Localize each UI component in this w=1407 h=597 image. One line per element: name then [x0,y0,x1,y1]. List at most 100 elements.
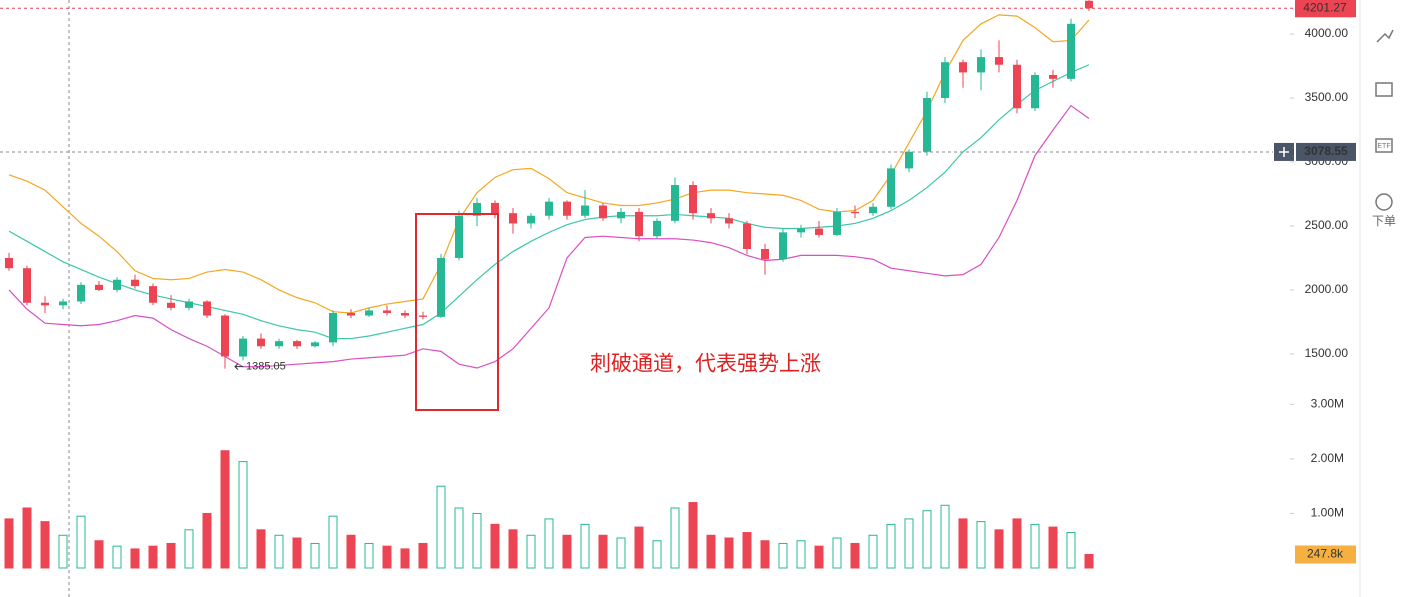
volume-bar [922,510,932,569]
candle-body [365,310,373,316]
candle-body [1013,64,1021,109]
volume-bar [850,542,860,569]
candle-body [851,211,859,214]
volume-bar [958,518,968,569]
candle-body [617,211,625,219]
volume-bar [1084,553,1094,569]
volume-bar [346,534,356,569]
candle-body [635,211,643,237]
volume-bar [976,521,986,569]
volume-bar [94,540,104,569]
volume-bar [598,534,608,569]
candle-body [419,315,427,317]
volume-bar [256,529,266,569]
candle-body [779,232,787,260]
volume-bar [130,548,140,569]
volume-label: 247.8k [1307,547,1344,561]
candle-body [473,202,481,216]
volume-bar [994,529,1004,569]
volume-bar [616,537,626,569]
candle-body [221,315,229,357]
volume-bar [328,515,338,569]
y-tick-label: 1500.00 [1305,346,1349,360]
volume-bar [886,523,896,569]
volume-bar [490,523,500,569]
volume-bar [670,507,680,569]
candle-body [293,341,301,347]
icon-data[interactable] [1375,82,1393,97]
candle-body [509,213,517,224]
candle-body [5,257,13,269]
volume-bar [1048,526,1058,569]
candle-body [131,279,139,287]
crosshair-price-box [1296,142,1356,161]
volume-bar [382,545,392,569]
candle-body [239,338,247,357]
volume-bar [310,542,320,569]
candle-body [437,257,445,317]
candle-body [455,215,463,258]
candle-body [275,341,283,347]
last-price-box [1295,0,1356,18]
candle-body [203,301,211,316]
volume-bar [238,461,248,569]
volume-bar [40,521,50,569]
crosshair-plus [1279,146,1289,157]
highlight-box [415,213,499,411]
volume-bar [58,534,68,569]
candle-body [869,206,877,214]
candle-body [185,301,193,308]
icon-order[interactable] [1375,193,1393,211]
icon-etf[interactable] [1375,138,1393,153]
candle-body [815,228,823,235]
volume-bar [1012,518,1022,569]
candle-body [743,223,751,250]
volume-bar [22,507,32,569]
volume-bar [544,518,554,569]
volume-bar [832,537,842,569]
vol-tick-label: 1.00M [1311,506,1344,520]
volume-bar [580,523,590,569]
volume-bar [940,504,950,569]
candle-body [905,151,913,169]
low-arrow [234,363,243,370]
plot: 1500.002000.002500.003000.003500.004000.… [0,0,1356,569]
candle-body [347,312,355,316]
low-label: 1385.05 [246,361,286,373]
band-line [8,104,1090,369]
volume-bar [526,534,536,569]
candle-body [797,228,805,233]
y-tick-label: 2000.00 [1305,282,1349,296]
volume-bar [652,540,662,569]
candle-body [581,205,589,216]
candle-body [149,286,157,303]
candle-body [77,284,85,302]
candle-body [1031,74,1039,109]
volume-bar [1066,532,1076,569]
volume-bar [364,542,374,569]
candle-body [689,185,697,214]
volume-bar [400,548,410,569]
crosshair-price-label: 3078.55 [1304,144,1348,158]
y-tick-label: 4000.00 [1305,26,1349,40]
candle-body [923,98,931,152]
candle-body [167,302,175,308]
candle-body [941,62,949,99]
volume-bar [220,450,230,569]
volume-bar [4,518,14,569]
candle-body [491,202,499,214]
candle-body [563,201,571,216]
candle-body [1067,23,1075,79]
candle-body [1049,74,1057,79]
candle-body [725,218,733,224]
candle-body [329,312,337,343]
volume-bar [724,537,734,569]
order-label[interactable]: 下单 [1372,214,1396,228]
volume-bar [418,542,428,569]
volume-bar [76,515,86,569]
candle-body [95,284,103,290]
candle-body [1085,0,1093,9]
last-price-label: 4201.27 [1303,0,1347,14]
icon-indicator[interactable] [1376,29,1394,43]
